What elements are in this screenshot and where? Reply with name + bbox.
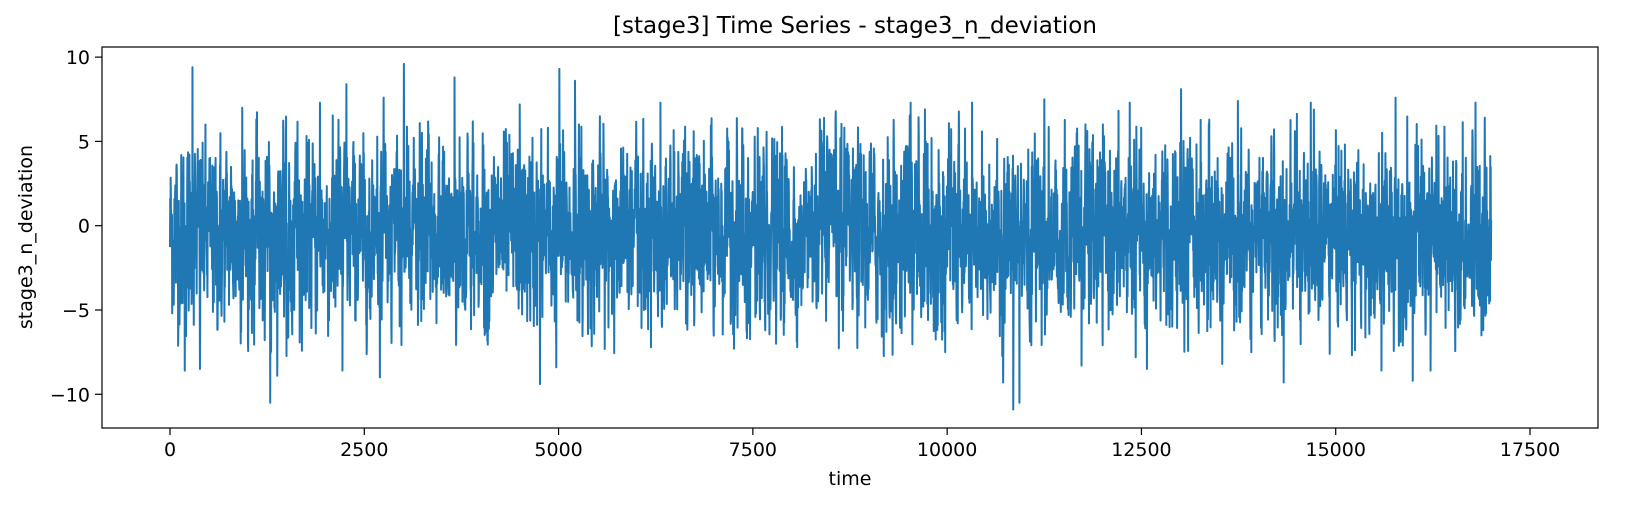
y-tick-label: −5 (62, 300, 90, 322)
x-tick-label: 0 (164, 439, 176, 461)
y-tick-label: 5 (78, 131, 90, 153)
y-tick-label: 10 (66, 47, 90, 69)
series-path (169, 62, 1493, 411)
chart-title: [stage3] Time Series - stage3_n_deviatio… (613, 13, 1097, 39)
x-tick-label: 7500 (729, 439, 777, 461)
x-tick-label: 10000 (917, 439, 977, 461)
x-tick-label: 2500 (340, 439, 388, 461)
x-tick-label: 5000 (534, 439, 582, 461)
y-tick-label: −10 (50, 384, 90, 406)
y-axis-label: stage3_n_deviation (15, 145, 37, 329)
x-tick-label: 15000 (1305, 439, 1365, 461)
x-tick-label: 17500 (1500, 439, 1560, 461)
x-axis-ticks: 0 2500 5000 7500 10000 12500 15000 17500 (164, 428, 1560, 461)
x-axis-label: time (829, 468, 872, 490)
plot-frame (101, 46, 1599, 429)
y-tick-label: 0 (78, 216, 90, 238)
x-tick-label: 12500 (1111, 439, 1171, 461)
y-axis-ticks: −10 −5 0 5 10 (50, 47, 102, 406)
series-line (169, 62, 1493, 411)
